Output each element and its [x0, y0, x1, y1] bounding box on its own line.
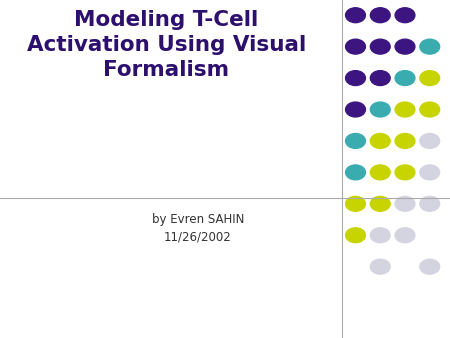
Circle shape	[395, 165, 415, 180]
Text: by Evren SAHIN
11/26/2002: by Evren SAHIN 11/26/2002	[152, 213, 244, 244]
Circle shape	[370, 39, 390, 54]
Circle shape	[346, 8, 365, 23]
Circle shape	[370, 134, 390, 148]
Circle shape	[420, 196, 440, 211]
Text: Modeling T-Cell
Activation Using Visual
Formalism: Modeling T-Cell Activation Using Visual …	[27, 10, 306, 80]
Circle shape	[370, 71, 390, 86]
Circle shape	[395, 228, 415, 243]
Circle shape	[420, 39, 440, 54]
Circle shape	[346, 102, 365, 117]
Circle shape	[395, 134, 415, 148]
Circle shape	[420, 102, 440, 117]
Circle shape	[346, 196, 365, 211]
Circle shape	[346, 39, 365, 54]
Circle shape	[370, 228, 390, 243]
Circle shape	[346, 165, 365, 180]
Circle shape	[370, 165, 390, 180]
Circle shape	[420, 259, 440, 274]
Circle shape	[420, 165, 440, 180]
Circle shape	[395, 71, 415, 86]
Circle shape	[370, 8, 390, 23]
Circle shape	[370, 102, 390, 117]
Circle shape	[420, 134, 440, 148]
Circle shape	[395, 196, 415, 211]
Circle shape	[420, 71, 440, 86]
Circle shape	[395, 8, 415, 23]
Circle shape	[346, 134, 365, 148]
Circle shape	[395, 102, 415, 117]
Circle shape	[370, 196, 390, 211]
Circle shape	[370, 259, 390, 274]
Circle shape	[346, 228, 365, 243]
Circle shape	[346, 71, 365, 86]
Circle shape	[395, 39, 415, 54]
